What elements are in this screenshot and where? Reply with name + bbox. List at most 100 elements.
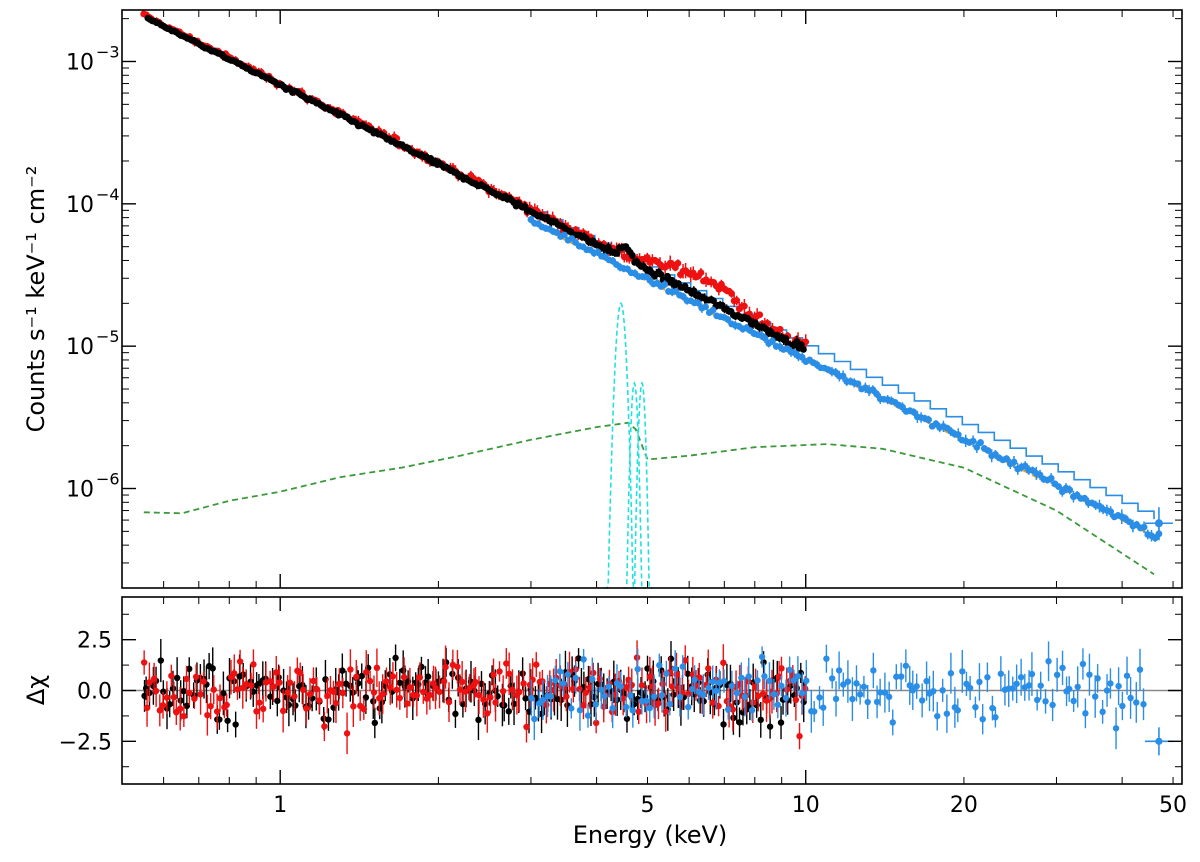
NuSTAR-data-point	[973, 443, 981, 451]
MOS-residual-point	[220, 690, 227, 697]
NuSTAR-residual-point	[1028, 670, 1036, 678]
NuSTAR-residual-point	[1119, 702, 1126, 710]
pn-residual-point	[291, 693, 298, 700]
pn-residual-point	[635, 708, 642, 715]
MOS-residual-point	[370, 698, 377, 705]
NuSTAR-data-point	[1055, 483, 1062, 490]
NuSTAR-data-point	[724, 316, 732, 323]
top-plot-frame	[121, 9, 1183, 589]
x-tick-label: 50	[1159, 793, 1187, 818]
pn-residual-point	[503, 660, 510, 667]
pn-residual-point	[191, 695, 198, 702]
NuSTAR-residual-point	[1074, 683, 1081, 691]
pn-residual-point	[586, 684, 594, 691]
pn-residual-point	[279, 707, 287, 715]
NuSTAR-residual-point	[634, 665, 641, 673]
NuSTAR-residual-point	[1042, 698, 1049, 705]
NuSTAR-residual-point	[1133, 699, 1140, 706]
NuSTAR-residual-point	[1086, 671, 1093, 678]
NuSTAR-residual-point	[1059, 664, 1066, 672]
pn-residual-point	[454, 663, 461, 670]
NuSTAR-data-point	[1066, 486, 1074, 494]
NuSTAR-residual-point	[976, 678, 983, 686]
NuSTAR-residual-point	[853, 680, 860, 687]
pn-residual-point	[186, 689, 193, 697]
NuSTAR-residual-point	[617, 683, 624, 690]
x-tick-label: 20	[950, 793, 978, 818]
NuSTAR-residual-point	[966, 684, 974, 692]
pn-data-point	[733, 296, 741, 304]
pn-residual-point	[213, 708, 221, 715]
MOS-residual-point	[777, 719, 785, 726]
MOS-residual-point	[667, 655, 675, 662]
NuSTAR-residual-point	[663, 670, 670, 677]
gaussian-line-1	[603, 301, 637, 589]
pn-residual-point	[492, 699, 499, 706]
pn-residual-point	[682, 657, 689, 664]
pn-residual-point	[284, 689, 291, 696]
NuSTAR-residual-point	[1070, 697, 1077, 705]
pn-residual-point	[266, 678, 274, 685]
pn-residual-point	[183, 675, 190, 683]
pn-residual-point	[347, 666, 354, 673]
MOS-residual-point	[501, 702, 508, 709]
NuSTAR-residual-point	[778, 682, 785, 690]
pn-residual-point	[297, 669, 304, 677]
pn-residual-point	[432, 684, 439, 692]
NuSTAR-residual-point	[528, 694, 535, 702]
NuSTAR-data-point	[761, 334, 769, 342]
NuSTAR-residual-point	[1082, 710, 1089, 717]
MOS-residual-point	[232, 721, 239, 728]
pn-residual-point	[655, 700, 662, 707]
pn-residual-point	[582, 689, 589, 696]
NuSTAR-data-point	[1003, 455, 1010, 463]
NuSTAR-residual-point	[799, 689, 806, 697]
NuSTAR-residual-point	[947, 670, 955, 677]
top-panel: 10−610−510−410−3	[66, 9, 1183, 589]
pn-residual-point	[313, 685, 320, 693]
MOS-residual-point	[522, 695, 529, 702]
NuSTAR-residual-point	[876, 689, 884, 696]
pn-residual-point	[563, 693, 570, 700]
pn-residual-point	[445, 698, 453, 706]
pn-residual-point	[247, 682, 255, 689]
pn-residual-point	[426, 691, 434, 699]
NuSTAR-data-point	[854, 380, 862, 388]
NuSTAR-residual-point	[832, 695, 840, 703]
MOS-residual-point	[684, 670, 691, 677]
MOS-data-point	[710, 297, 717, 305]
pn-residual-point	[156, 707, 164, 714]
MOS-residual-point	[325, 716, 332, 723]
pn-residual-point	[216, 694, 224, 702]
pn-residual-point	[484, 710, 491, 717]
NuSTAR-residual-point	[963, 680, 970, 688]
NuSTAR-residual-point	[761, 673, 768, 680]
pn-data-point	[740, 302, 748, 310]
NuSTAR-residual-point	[979, 715, 986, 723]
pn-residual-point	[321, 723, 328, 730]
MOS-residual-point	[275, 674, 282, 681]
NuSTAR-residual-point	[748, 707, 756, 714]
MOS-data-point	[629, 252, 636, 260]
x-tick-label: 10	[792, 793, 820, 818]
pn-residual-point	[250, 661, 257, 668]
pn-residual-point	[442, 663, 449, 671]
NuSTAR-residual-point	[992, 714, 999, 721]
MOS-data-point	[745, 315, 753, 323]
pn-residual-point	[256, 699, 263, 706]
pn-residual-point	[570, 685, 577, 692]
NuSTAR-residual-point	[679, 663, 686, 670]
pn-residual-point	[192, 673, 200, 681]
pn-residual-point	[516, 688, 523, 696]
NuSTAR-residual-point	[650, 693, 658, 700]
pn-residual-point	[662, 708, 669, 715]
MOS-residual-point	[418, 663, 425, 671]
NuSTAR-residual-point	[930, 687, 937, 695]
NuSTAR-residual-point	[1127, 694, 1134, 702]
pn-residual-point	[339, 689, 347, 697]
NuSTAR-data-point	[984, 447, 992, 454]
pn-residual-point	[242, 681, 250, 688]
pn-residual-point	[253, 708, 260, 715]
pn-residual-point	[159, 702, 167, 709]
pn-residual-point	[529, 676, 536, 683]
